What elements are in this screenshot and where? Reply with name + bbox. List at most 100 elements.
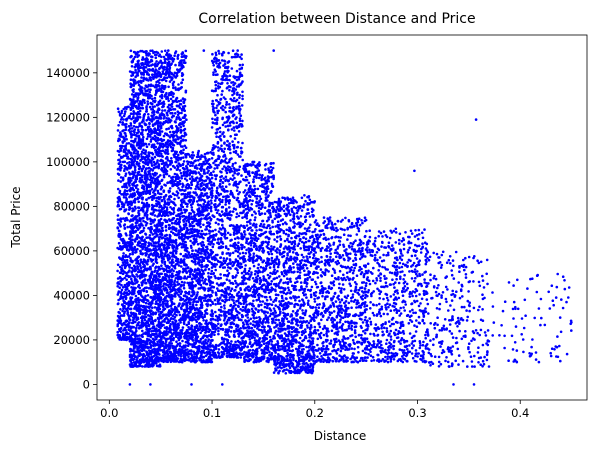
data-point	[122, 196, 126, 199]
data-point	[182, 268, 186, 272]
data-point	[144, 310, 148, 313]
data-point	[134, 148, 137, 152]
data-point	[162, 117, 165, 120]
data-point	[167, 347, 170, 351]
data-point	[146, 267, 150, 271]
data-point	[122, 333, 125, 337]
data-point	[168, 341, 171, 345]
data-point	[136, 243, 139, 247]
data-point	[177, 137, 180, 141]
data-point	[174, 252, 178, 255]
data-point	[175, 173, 179, 176]
data-point	[129, 124, 133, 127]
data-point	[168, 65, 171, 68]
data-point	[182, 243, 185, 246]
data-point	[129, 275, 132, 278]
data-point	[135, 257, 139, 261]
data-point	[163, 336, 166, 340]
data-point	[125, 166, 128, 170]
data-point	[122, 338, 126, 341]
data-point	[138, 277, 142, 280]
data-point	[160, 102, 164, 105]
data-point	[178, 63, 181, 67]
data-point	[140, 334, 144, 338]
data-point	[166, 353, 170, 357]
data-point	[129, 82, 132, 85]
data-point	[203, 287, 207, 291]
data-point	[139, 273, 143, 277]
data-point	[162, 284, 165, 288]
data-point	[165, 117, 168, 120]
data-point	[177, 99, 181, 103]
data-point	[177, 222, 181, 226]
data-point	[150, 203, 154, 207]
data-point	[140, 283, 144, 287]
data-point	[127, 105, 130, 109]
data-point	[155, 300, 158, 303]
data-point	[132, 110, 135, 113]
data-point	[151, 63, 154, 66]
data-point	[126, 225, 129, 229]
data-point	[160, 64, 163, 68]
data-point	[174, 160, 177, 164]
data-point	[173, 155, 176, 159]
data-point	[183, 115, 186, 118]
data-point	[118, 191, 121, 194]
data-point	[164, 286, 167, 290]
data-point	[175, 157, 178, 161]
data-point	[148, 282, 151, 285]
data-point	[160, 310, 164, 314]
data-point	[159, 116, 163, 119]
data-point	[150, 355, 154, 359]
data-point	[168, 211, 171, 214]
data-point	[128, 318, 132, 322]
data-point	[201, 198, 204, 201]
data-point	[154, 145, 158, 149]
data-point	[135, 341, 139, 345]
data-point	[139, 237, 142, 240]
data-point	[180, 232, 183, 236]
data-point	[144, 341, 147, 344]
data-point	[183, 255, 186, 258]
data-point	[171, 272, 174, 276]
data-point	[160, 237, 164, 240]
data-point	[139, 249, 142, 253]
data-point	[162, 121, 166, 124]
data-point	[179, 67, 182, 71]
data-point	[118, 256, 121, 259]
data-point	[170, 281, 173, 285]
data-point	[139, 324, 142, 327]
data-point	[166, 63, 169, 66]
data-point	[154, 230, 157, 234]
data-point	[169, 226, 172, 230]
data-point	[165, 132, 168, 136]
data-point	[184, 139, 188, 142]
data-point	[209, 279, 212, 283]
data-point	[166, 253, 170, 256]
data-point	[167, 357, 170, 361]
data-point	[162, 298, 166, 301]
data-point	[173, 282, 176, 286]
data-point	[145, 201, 149, 205]
data-point	[175, 273, 179, 277]
data-point	[129, 311, 133, 315]
data-point	[180, 359, 183, 362]
data-point	[147, 360, 150, 363]
data-point	[154, 86, 158, 89]
data-point	[159, 285, 163, 288]
data-point	[162, 190, 165, 193]
data-point	[127, 255, 131, 258]
data-point	[119, 135, 123, 138]
data-point	[185, 173, 189, 177]
data-point	[156, 269, 159, 273]
data-point	[132, 182, 135, 185]
data-point	[179, 125, 183, 129]
data-point	[133, 364, 137, 368]
data-point	[160, 168, 164, 172]
data-point	[188, 331, 191, 335]
data-point	[153, 50, 156, 54]
data-point	[144, 322, 147, 326]
data-point	[166, 58, 170, 61]
data-point	[202, 202, 205, 206]
